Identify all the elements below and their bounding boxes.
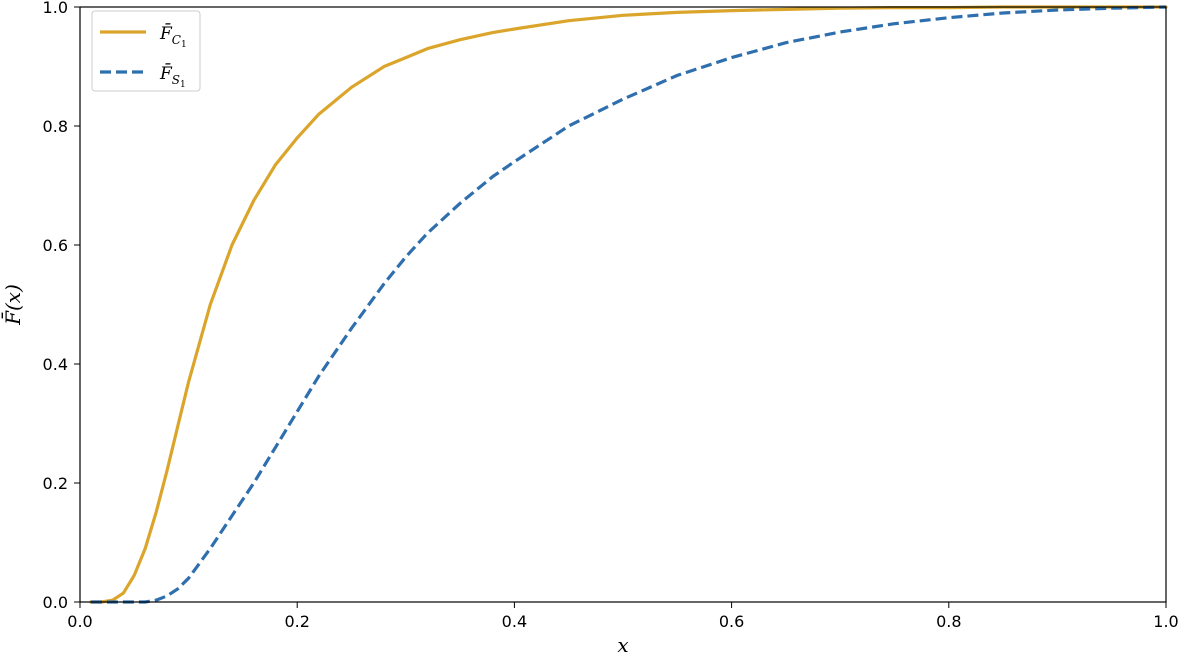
y-tick-label: 0.0 xyxy=(43,593,68,612)
x-tick-label: 0.8 xyxy=(936,612,961,631)
x-tick-label: 1.0 xyxy=(1153,612,1178,631)
legend: F̄C1 F̄S1 xyxy=(91,10,201,92)
legend-label-2: F̄S1 xyxy=(159,62,186,90)
plot-frame xyxy=(79,6,1167,603)
y-tick-label: 0.6 xyxy=(43,236,68,255)
series-line-1 xyxy=(89,5,1168,604)
y-tick-label: 0.4 xyxy=(43,355,68,374)
y-tick-label: 0.2 xyxy=(43,474,68,493)
x-tick-label: 0.6 xyxy=(719,612,744,631)
x-tick-label: 0.4 xyxy=(502,612,527,631)
y-tick-label: 1.0 xyxy=(43,0,68,17)
series-line-2 xyxy=(90,5,1167,604)
y-tick-label: 0.8 xyxy=(43,117,68,136)
legend-label-1: F̄C1 xyxy=(159,22,187,50)
y-axis-label: F̄(x) xyxy=(0,284,25,326)
legend-box xyxy=(91,10,201,92)
x-axis-label: x xyxy=(617,633,628,656)
x-tick-label: 0.2 xyxy=(284,612,309,631)
x-tick-label: 0.0 xyxy=(67,612,92,631)
